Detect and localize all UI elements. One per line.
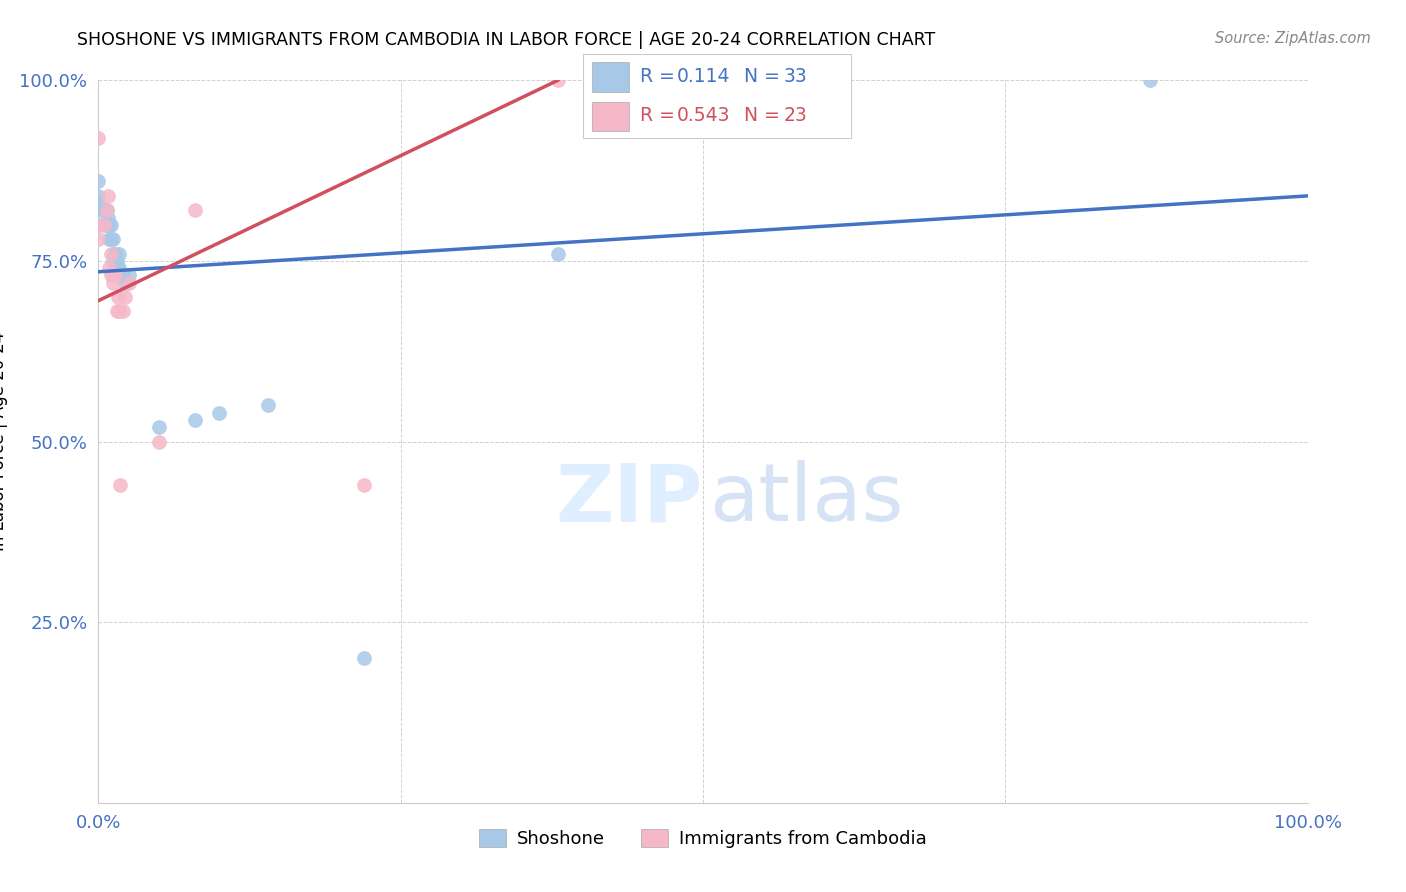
Point bbox=[98, 261, 121, 276]
Point bbox=[114, 290, 136, 304]
Point bbox=[111, 268, 134, 283]
Text: 0.114: 0.114 bbox=[678, 67, 731, 86]
Point bbox=[353, 651, 375, 665]
Point bbox=[353, 478, 375, 492]
Point bbox=[547, 246, 569, 260]
Point bbox=[93, 203, 115, 218]
Point bbox=[118, 276, 141, 290]
Point bbox=[108, 261, 131, 276]
Point bbox=[101, 232, 124, 246]
FancyBboxPatch shape bbox=[592, 102, 628, 131]
Point bbox=[208, 406, 231, 420]
Point bbox=[107, 261, 129, 276]
Point bbox=[108, 478, 131, 492]
Text: SHOSHONE VS IMMIGRANTS FROM CAMBODIA IN LABOR FORCE | AGE 20-24 CORRELATION CHAR: SHOSHONE VS IMMIGRANTS FROM CAMBODIA IN … bbox=[77, 31, 935, 49]
Point bbox=[184, 203, 207, 218]
Point bbox=[97, 211, 120, 225]
Point bbox=[87, 203, 110, 218]
Point bbox=[98, 232, 121, 246]
Point bbox=[105, 253, 128, 268]
Point bbox=[100, 268, 122, 283]
Text: Source: ZipAtlas.com: Source: ZipAtlas.com bbox=[1215, 31, 1371, 46]
Point bbox=[104, 246, 127, 260]
Text: N =: N = bbox=[744, 106, 786, 125]
Point bbox=[97, 218, 120, 232]
Point bbox=[87, 218, 110, 232]
Point bbox=[96, 203, 118, 218]
Point bbox=[118, 268, 141, 283]
Point bbox=[104, 268, 127, 283]
Point bbox=[184, 413, 207, 427]
Point bbox=[100, 218, 122, 232]
Point bbox=[100, 232, 122, 246]
Point bbox=[111, 304, 134, 318]
Text: ZIP: ZIP bbox=[555, 460, 703, 539]
Text: R =: R = bbox=[640, 67, 681, 86]
FancyBboxPatch shape bbox=[592, 62, 628, 92]
Point bbox=[105, 304, 128, 318]
Point bbox=[114, 276, 136, 290]
Text: N =: N = bbox=[744, 67, 786, 86]
Point bbox=[1139, 73, 1161, 87]
Point bbox=[148, 434, 170, 449]
Point bbox=[93, 218, 115, 232]
Point bbox=[98, 218, 121, 232]
Legend: Shoshone, Immigrants from Cambodia: Shoshone, Immigrants from Cambodia bbox=[472, 822, 934, 855]
Text: R =: R = bbox=[640, 106, 681, 125]
Y-axis label: In Labor Force | Age 20-24: In Labor Force | Age 20-24 bbox=[0, 332, 8, 551]
Point bbox=[101, 276, 124, 290]
Point bbox=[87, 218, 110, 232]
Point bbox=[107, 290, 129, 304]
Point bbox=[96, 203, 118, 218]
Point bbox=[87, 232, 110, 246]
Point bbox=[97, 189, 120, 203]
Point bbox=[108, 246, 131, 260]
Point bbox=[108, 268, 131, 283]
Point bbox=[93, 218, 115, 232]
Point bbox=[148, 420, 170, 434]
Point bbox=[100, 246, 122, 260]
Point bbox=[103, 246, 125, 260]
Text: atlas: atlas bbox=[709, 460, 904, 539]
Text: 23: 23 bbox=[785, 106, 807, 125]
Point bbox=[87, 131, 110, 145]
Point bbox=[87, 196, 110, 211]
Point bbox=[256, 398, 278, 412]
Text: 0.543: 0.543 bbox=[678, 106, 731, 125]
Point bbox=[108, 304, 131, 318]
Point bbox=[101, 253, 124, 268]
Point bbox=[547, 73, 569, 87]
Point bbox=[87, 174, 110, 188]
Text: 33: 33 bbox=[785, 67, 807, 86]
Point bbox=[87, 189, 110, 203]
Point bbox=[101, 268, 124, 283]
